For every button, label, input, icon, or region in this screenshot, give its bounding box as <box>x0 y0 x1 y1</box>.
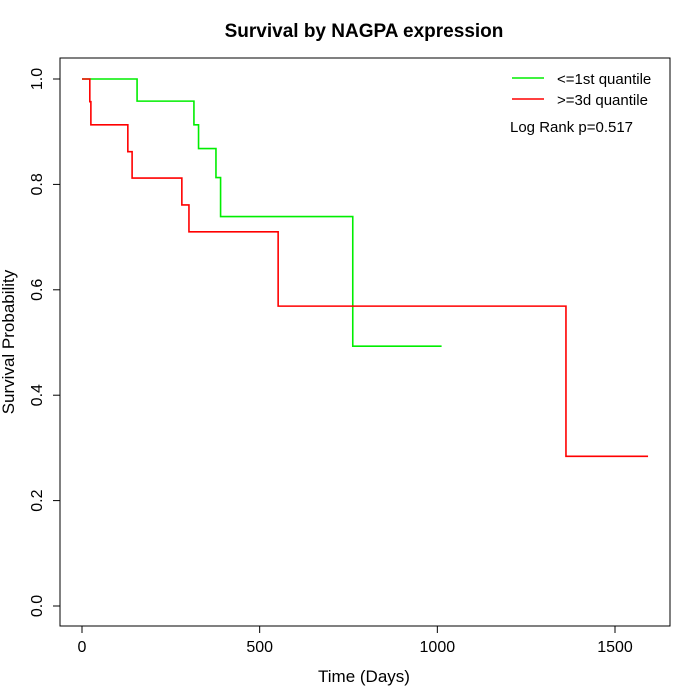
legend-label-1: >=3d quantile <box>557 92 648 109</box>
x-tick-label: 500 <box>246 639 273 656</box>
chart-title: Survival by NAGPA expression <box>225 21 504 42</box>
legend-label-0: <=1st quantile <box>557 71 651 88</box>
y-tick-label: 0.4 <box>29 384 46 406</box>
y-tick-label: 0.8 <box>29 173 46 195</box>
x-tick-label: 1500 <box>597 639 633 656</box>
logrank-annotation: Log Rank p=0.517 <box>510 119 633 136</box>
y-tick-label: 0.6 <box>29 279 46 301</box>
x-axis-label: Time (Days) <box>318 667 410 686</box>
series-line-0 <box>82 78 442 347</box>
y-tick-label: 0.0 <box>29 595 46 617</box>
y-tick-label: 1.0 <box>29 68 46 90</box>
x-tick-label: 0 <box>78 639 87 656</box>
plot-frame <box>59 57 671 627</box>
legend: <=1st quantile >=3d quantile Log Rank p=… <box>510 71 651 136</box>
series-line-1 <box>82 78 649 458</box>
y-tick-label: 0.2 <box>29 489 46 511</box>
x-tick-label: 1000 <box>420 639 456 656</box>
y-axis-label: Survival Probability <box>0 269 18 414</box>
